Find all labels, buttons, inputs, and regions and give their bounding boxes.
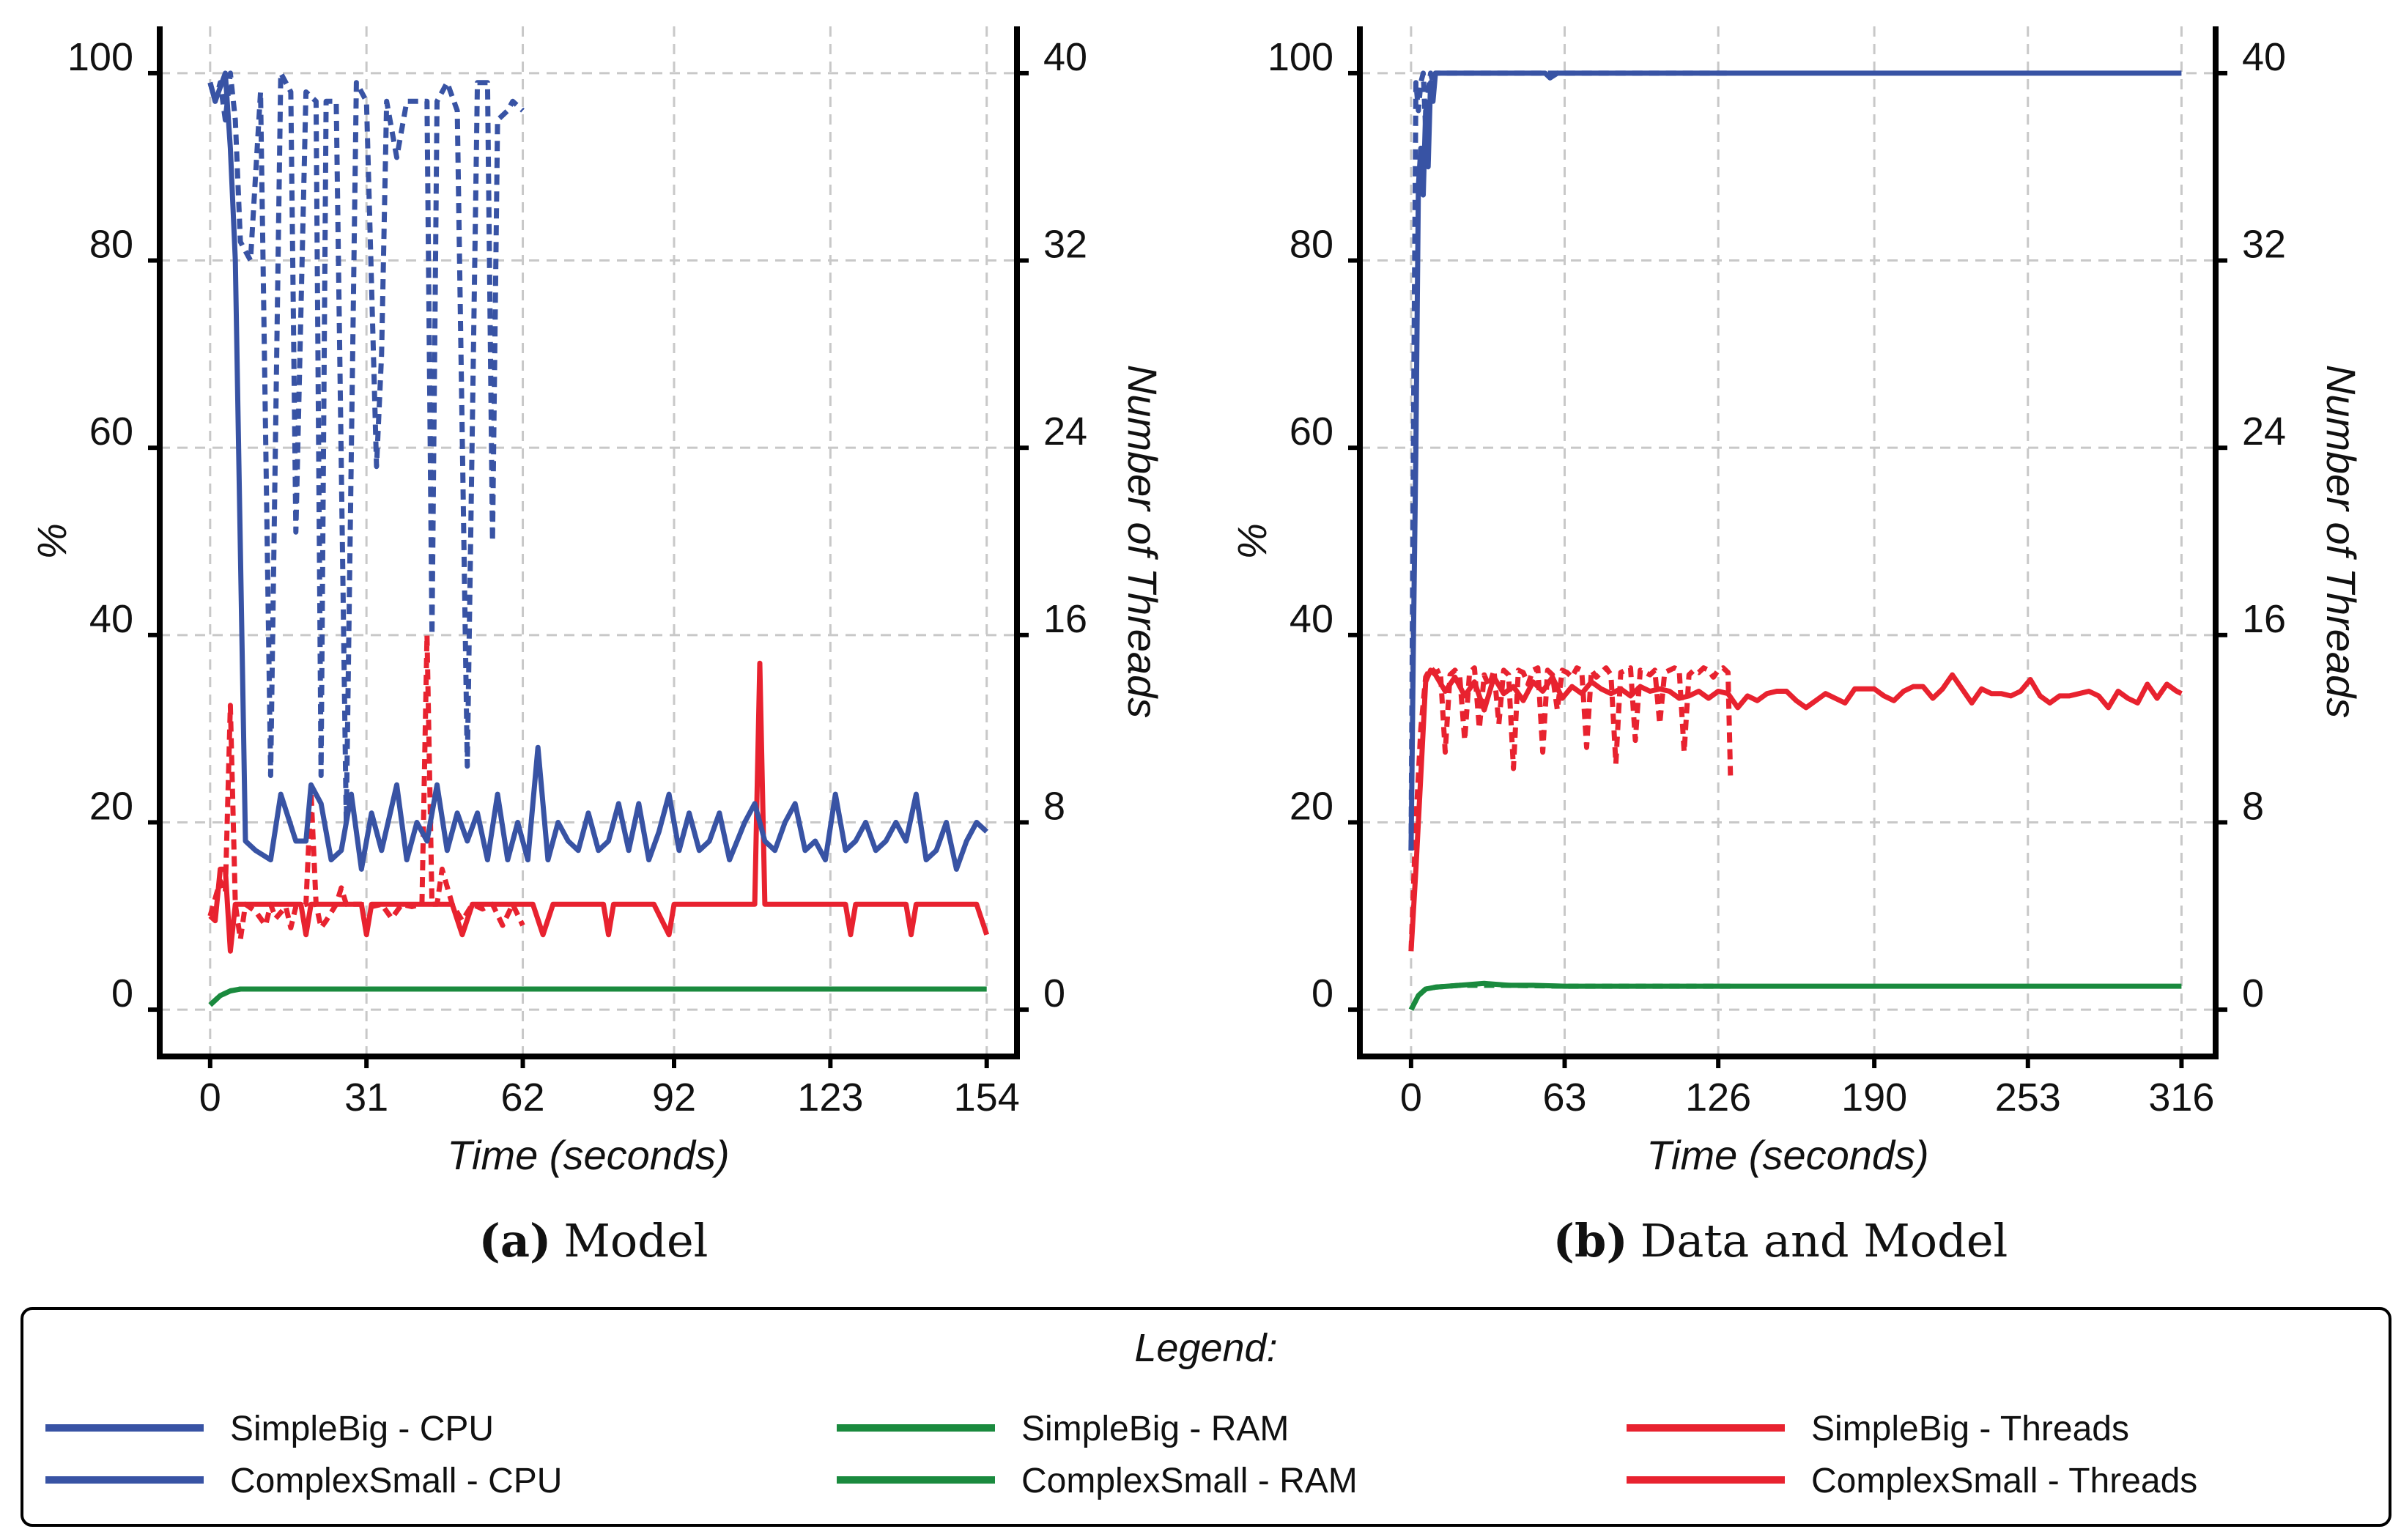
legend-label-simplebig-threads: SimpleBig - Threads — [1811, 1410, 2129, 1448]
x-tick-label: 31 — [344, 1076, 388, 1119]
chart-model: 0 31 62 92 123 154 0 20 40 60 80 100 0 8 16 24 32 40 Time … — [29, 26, 1166, 1178]
y-left-tick-label: 40 — [89, 597, 133, 641]
legend-label-complexsmall-ram: ComplexSmall - RAM — [1021, 1462, 1358, 1500]
y-right-tick-label: 0 — [1043, 971, 1065, 1015]
x-tick-label: 190 — [1841, 1076, 1907, 1119]
legend-frame — [21, 1307, 2391, 1527]
x-tick-label: 92 — [652, 1076, 696, 1119]
legend-label-simplebig-ram: SimpleBig - RAM — [1021, 1410, 1289, 1448]
legend: Legend: SimpleBig - CPU ComplexSmall - C… — [21, 1307, 2391, 1527]
y-right-tick-label: 0 — [2242, 971, 2264, 1015]
y-right-tick-label: 24 — [2242, 410, 2286, 454]
caption-b: (b) Data and Model — [1553, 1214, 2008, 1267]
x-axis-label: Time (seconds) — [1646, 1132, 1928, 1178]
caption-a-text: Model — [563, 1214, 708, 1267]
caption-a-letter: (a) — [479, 1214, 552, 1267]
x-tick-label: 126 — [1685, 1076, 1751, 1119]
legend-title: Legend: — [1134, 1326, 1277, 1370]
y-right-tick-label: 40 — [2242, 35, 2286, 79]
y-right-axis-label: Number of Threads — [2318, 365, 2364, 718]
legend-label-complexsmall-threads: ComplexSmall - Threads — [1811, 1462, 2197, 1500]
y-right-tick-label: 8 — [2242, 784, 2264, 828]
x-tick-label: 63 — [1542, 1076, 1586, 1119]
y-right-tick-label: 40 — [1043, 35, 1087, 79]
y-left-tick-label: 0 — [111, 971, 133, 1015]
axes-frame — [157, 26, 1020, 1059]
y-left-tick-label: 40 — [1290, 597, 1333, 641]
y-right-tick-label: 16 — [2242, 597, 2286, 641]
y-left-tick-label: 100 — [1268, 35, 1333, 79]
y-left-tick-label: 20 — [89, 784, 133, 828]
x-tick-label: 316 — [2148, 1076, 2214, 1119]
legend-label-simplebig-cpu: SimpleBig - CPU — [230, 1410, 494, 1448]
y-right-tick-label: 16 — [1043, 597, 1087, 641]
y-left-axis-label: % — [29, 523, 75, 560]
y-right-tick-label: 8 — [1043, 784, 1065, 828]
x-tick-label: 154 — [954, 1076, 1020, 1119]
series-simplebig-cpu — [1408, 70, 2182, 851]
y-left-tick-label: 20 — [1290, 784, 1333, 828]
caption-a: (a) Model — [479, 1214, 709, 1267]
x-tick-label: 62 — [500, 1076, 544, 1119]
y-right-tick-label: 32 — [1043, 223, 1087, 267]
y-left-tick-label: 60 — [89, 410, 133, 454]
series-complexsmall-threads — [207, 632, 525, 942]
series-complexsmall-threads — [1408, 665, 1734, 952]
series-simplebig-threads — [208, 660, 990, 954]
series-simplebig-threads — [1408, 667, 2183, 952]
y-left-tick-label: 60 — [1290, 410, 1333, 454]
axes-frame — [1357, 26, 2219, 1059]
x-tick-label: 123 — [797, 1076, 863, 1119]
y-left-tick-label: 100 — [67, 35, 133, 79]
y-left-tick-label: 80 — [89, 223, 133, 267]
y-left-tick-label: 0 — [1312, 971, 1333, 1015]
y-right-tick-label: 32 — [2242, 223, 2286, 267]
y-right-tick-label: 24 — [1043, 410, 1087, 454]
x-tick-label: 0 — [199, 1076, 221, 1119]
x-tick-label: 253 — [1995, 1076, 2061, 1119]
series-complexsmall-cpu — [207, 70, 525, 825]
chart-data-and-model: 0 63 126 190 253 316 0 20 40 60 80 100 0 8 16 24 32 40 Tim… — [1229, 26, 2364, 1178]
y-right-axis-label: Number of Threads — [1120, 365, 1166, 718]
caption-b-letter: (b) — [1553, 1214, 1628, 1267]
x-tick-label: 0 — [1400, 1076, 1422, 1119]
series-complexsmall-ram — [1408, 982, 1731, 1011]
caption-b-text: Data and Model — [1640, 1214, 2008, 1267]
y-left-tick-label: 80 — [1290, 223, 1333, 267]
y-left-axis-label: % — [1229, 523, 1275, 560]
legend-label-complexsmall-cpu: ComplexSmall - CPU — [230, 1462, 562, 1500]
series-complexsmall-ram — [208, 986, 523, 1007]
series-simplebig-cpu — [207, 70, 989, 872]
x-axis-label: Time (seconds) — [447, 1132, 729, 1178]
